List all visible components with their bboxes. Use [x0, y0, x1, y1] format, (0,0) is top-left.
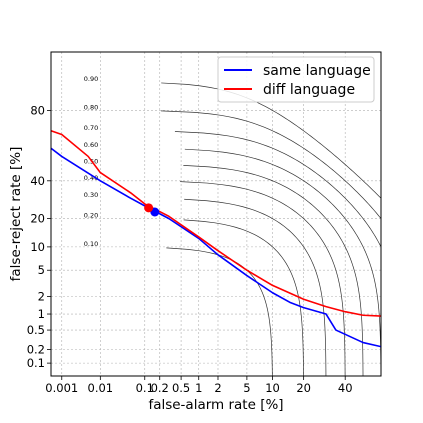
y-tick-label: 1 [38, 307, 45, 321]
cost-contour [184, 148, 381, 376]
contour-label: 0.50 [84, 158, 98, 166]
x-tick-label: 1 [195, 381, 202, 395]
cost-contours [160, 82, 381, 376]
series-markers [144, 203, 160, 217]
y-tick-label: 80 [30, 103, 45, 117]
y-tick-label: 0.5 [27, 323, 45, 337]
grid-lines [51, 52, 381, 376]
x-tick-label: 0.2 [151, 381, 169, 395]
cost-contour [183, 219, 304, 376]
y-tick-label: 5 [38, 263, 45, 277]
contour-label: 0.20 [84, 212, 98, 220]
x-tick-label: 2 [214, 381, 221, 395]
series-line-same-language [51, 147, 381, 348]
x-tick-label: 5 [243, 381, 250, 395]
y-axis-label: false-reject rate [%] [8, 147, 24, 282]
cost-contour [183, 165, 364, 376]
contour-label: 0.30 [84, 191, 98, 199]
y-tick-label: 0.1 [27, 356, 45, 370]
contour-label: 0.40 [84, 174, 98, 182]
x-tick-label: 40 [338, 381, 353, 395]
contour-label: 0.70 [84, 124, 98, 132]
y-tick-label: 40 [30, 174, 45, 188]
cost-contour [161, 82, 381, 199]
cost-contour [184, 198, 327, 376]
x-tick-label: 10 [265, 381, 280, 395]
x-tick-label: 0.1 [136, 381, 154, 395]
cost-contour [180, 181, 346, 376]
cost-contour [174, 131, 381, 248]
x-axis-label: false-alarm rate [%] [148, 397, 283, 413]
cost-contour [160, 110, 381, 220]
cost-contour [166, 247, 273, 376]
contour-label: 0.10 [84, 240, 98, 248]
legend-box [217, 56, 375, 103]
x-tick-label: 0.01 [88, 381, 114, 395]
contour-label: 0.60 [84, 141, 98, 149]
legend-label-same-language: same language [263, 63, 371, 79]
marker-diff-language [144, 203, 154, 213]
y-tick-label: 10 [30, 240, 45, 254]
series-line-diff-language [51, 130, 381, 317]
contour-label: 0.90 [84, 75, 98, 83]
legend: same language diff language [217, 56, 375, 103]
legend-label-diff-language: diff language [263, 82, 355, 98]
x-tick-label: 20 [296, 381, 311, 395]
contour-label: 0.80 [84, 103, 98, 111]
plot-frame [50, 51, 382, 377]
x-tick-label: 0.5 [172, 381, 190, 395]
y-tick-label: 0.2 [27, 342, 45, 356]
contour-labels: 0.10 0.20 0.30 0.40 0.50 0.60 0.70 0.80 0.90 [84, 75, 98, 248]
axis-ticks: 0.001 0.01 0.10.2 0.5 1 2 5 10 20 400.10.20.51251… [27, 103, 353, 395]
y-tick-label: 20 [30, 212, 45, 226]
y-tick-label: 2 [38, 290, 45, 304]
series-lines [51, 130, 381, 348]
x-tick-label: 0.001 [45, 381, 78, 395]
